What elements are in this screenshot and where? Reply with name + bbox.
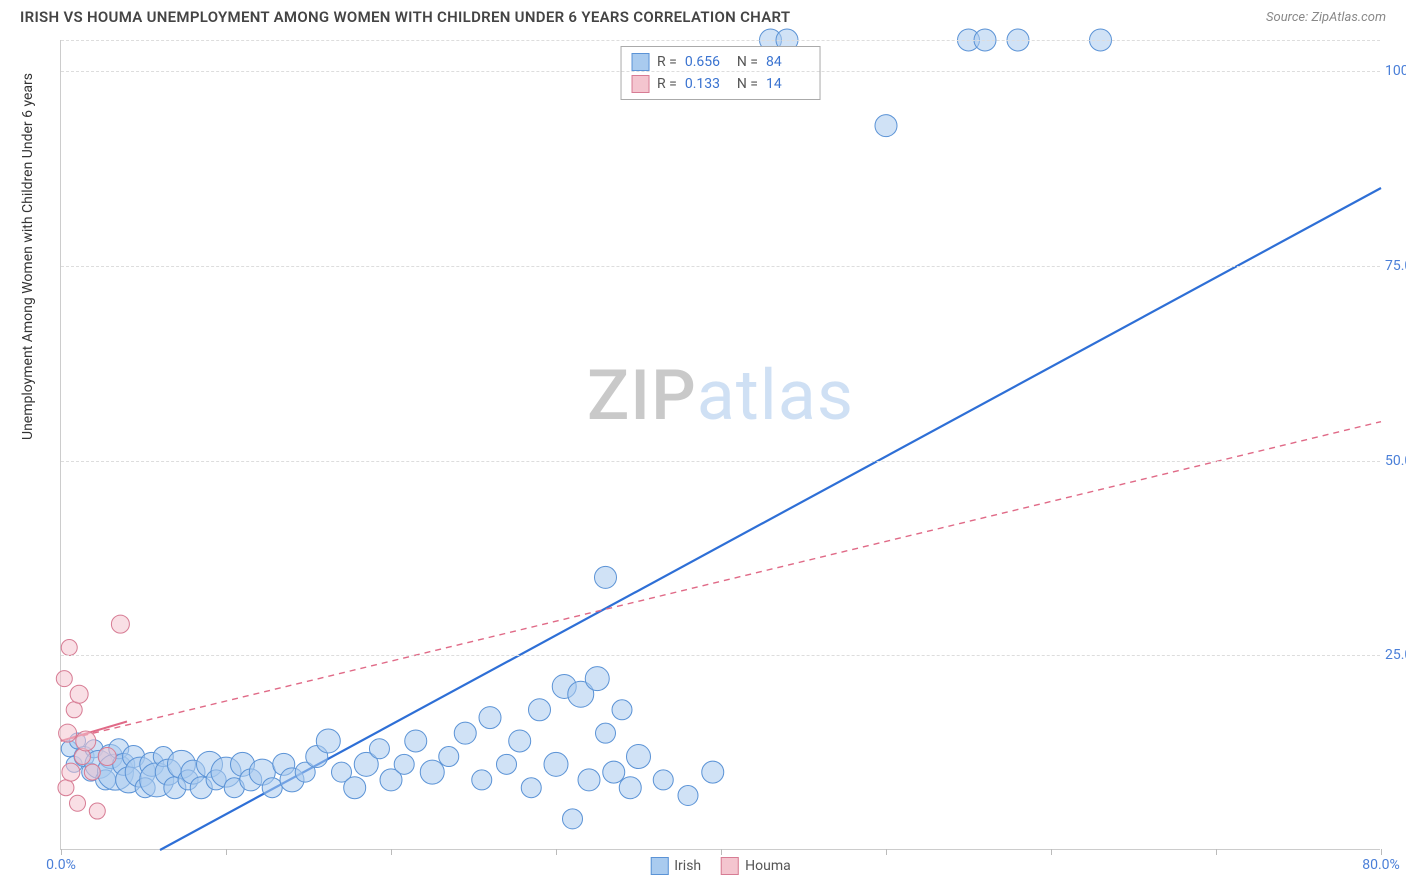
legend-series-item: Houma (721, 857, 791, 875)
data-point-houma (89, 803, 105, 819)
x-tick-mark (1381, 849, 1382, 855)
y-tick-label: 100.0% (1385, 63, 1406, 79)
source-label: Source: (1266, 10, 1311, 25)
x-tick-mark (1216, 849, 1217, 855)
chart-plot-area: ZIPatlas R =0.656N =84R =0.133N =14 Iris… (60, 40, 1380, 850)
data-point-irish (497, 754, 517, 774)
chart-header: IRISH VS HOUMA UNEMPLOYMENT AMONG WOMEN … (0, 0, 1406, 30)
data-point-irish (875, 115, 897, 137)
data-point-houma (58, 780, 74, 796)
data-point-irish (544, 752, 568, 776)
data-point-houma (98, 748, 116, 766)
data-point-houma (59, 724, 77, 742)
legend-series-label: Houma (745, 858, 791, 874)
regression-line-irish (160, 188, 1381, 850)
y-tick-label: 75.0% (1385, 258, 1406, 274)
legend-swatch (631, 75, 649, 93)
data-point-houma (76, 731, 96, 751)
x-tick-mark (61, 849, 62, 855)
data-point-irish (521, 778, 541, 798)
legend-r-label: R = (657, 54, 677, 70)
data-point-houma (62, 763, 80, 781)
data-point-irish (394, 754, 414, 774)
data-point-houma (70, 795, 86, 811)
y-axis-label: Unemployment Among Women with Children U… (20, 73, 36, 440)
x-tick-mark (1051, 849, 1052, 855)
data-point-irish (627, 745, 651, 769)
data-point-irish (420, 760, 444, 784)
data-point-houma (111, 615, 129, 633)
data-point-irish (578, 769, 600, 791)
data-point-irish (472, 770, 492, 790)
data-point-houma (66, 702, 82, 718)
data-point-irish (603, 761, 625, 783)
data-point-irish (509, 730, 531, 752)
legend-n-value: 14 (766, 76, 810, 92)
y-tick-label: 25.0% (1385, 647, 1406, 663)
data-point-irish (405, 730, 427, 752)
data-point-irish (596, 723, 616, 743)
data-point-irish (619, 777, 641, 799)
series-legend: Irish Houma (650, 857, 791, 875)
data-point-irish (653, 770, 673, 790)
data-point-irish (316, 729, 340, 753)
chart-source: Source: ZipAtlas.com (1266, 10, 1386, 25)
regression-line-houma (61, 422, 1381, 741)
legend-swatch (721, 857, 739, 875)
x-tick-label: 0.0% (46, 857, 76, 873)
gridline (61, 71, 1380, 72)
data-point-houma (84, 764, 100, 780)
legend-series-item: Irish (650, 857, 701, 875)
data-point-irish (678, 785, 698, 805)
data-point-irish (344, 777, 366, 799)
y-tick-label: 50.0% (1385, 453, 1406, 469)
data-point-irish (585, 667, 609, 691)
gridline (61, 655, 1380, 656)
x-tick-mark (721, 849, 722, 855)
x-tick-label: 80.0% (1362, 857, 1400, 873)
scatter-svg (61, 40, 1380, 849)
legend-r-value: 0.133 (685, 76, 729, 92)
data-point-irish (479, 707, 501, 729)
legend-r-value: 0.656 (685, 54, 729, 70)
data-point-irish (595, 566, 617, 588)
x-tick-mark (226, 849, 227, 855)
data-point-irish (529, 699, 551, 721)
data-point-irish (369, 739, 389, 759)
data-point-irish (702, 761, 724, 783)
data-point-houma (61, 640, 77, 656)
gridline (61, 461, 1380, 462)
legend-swatch (650, 857, 668, 875)
legend-n-label: N = (737, 54, 758, 70)
legend-n-value: 84 (766, 54, 810, 70)
data-point-irish (563, 809, 583, 829)
data-point-irish (612, 700, 632, 720)
legend-series-label: Irish (674, 858, 701, 874)
data-point-irish (439, 747, 459, 767)
x-tick-mark (391, 849, 392, 855)
source-value: ZipAtlas.com (1311, 10, 1386, 25)
legend-rn-row: R = 0.133 N = 14 (631, 73, 810, 95)
data-point-irish (454, 722, 476, 744)
legend-rn-row: R = 0.656 N = 84 (631, 51, 810, 73)
legend-swatch (631, 53, 649, 71)
data-point-houma (56, 671, 72, 687)
data-point-irish (262, 778, 282, 798)
x-tick-mark (556, 849, 557, 855)
legend-n-label: N = (737, 76, 758, 92)
gridline (61, 266, 1380, 267)
data-point-houma (70, 685, 88, 703)
correlation-legend: R = 0.656 N = 84 R = 0.133 N = 14 (620, 46, 821, 100)
chart-title: IRISH VS HOUMA UNEMPLOYMENT AMONG WOMEN … (20, 8, 790, 26)
legend-r-label: R = (657, 76, 677, 92)
gridline (61, 40, 1380, 41)
x-tick-mark (886, 849, 887, 855)
